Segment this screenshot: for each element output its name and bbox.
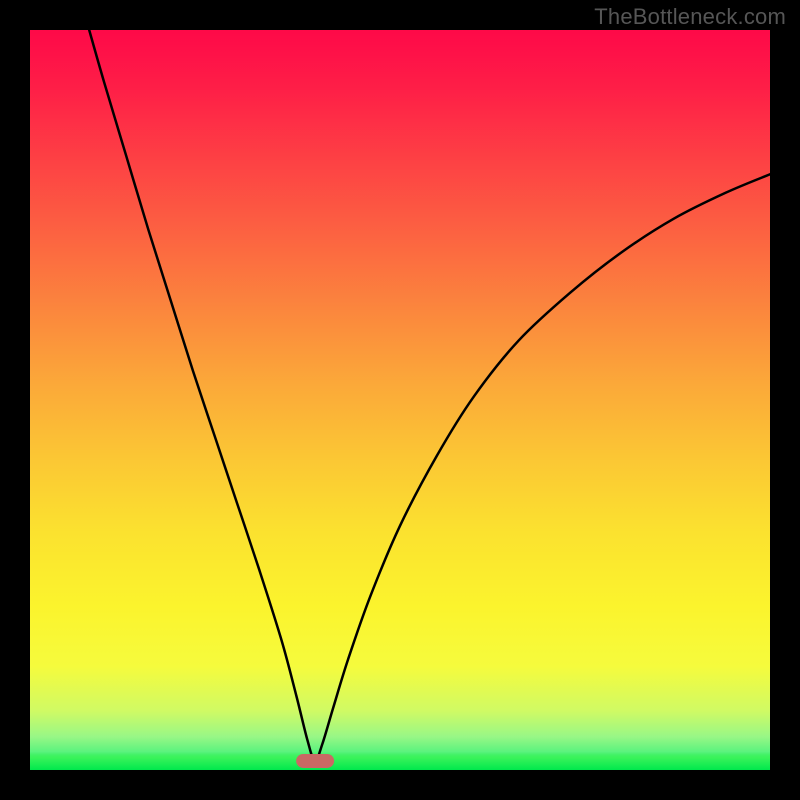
- optimum-marker: [296, 754, 334, 768]
- curve-path: [89, 30, 770, 761]
- watermark-text: TheBottleneck.com: [594, 4, 786, 30]
- chart-area: [30, 30, 770, 770]
- canvas-frame: TheBottleneck.com: [0, 0, 800, 800]
- bottleneck-curve: [30, 30, 770, 770]
